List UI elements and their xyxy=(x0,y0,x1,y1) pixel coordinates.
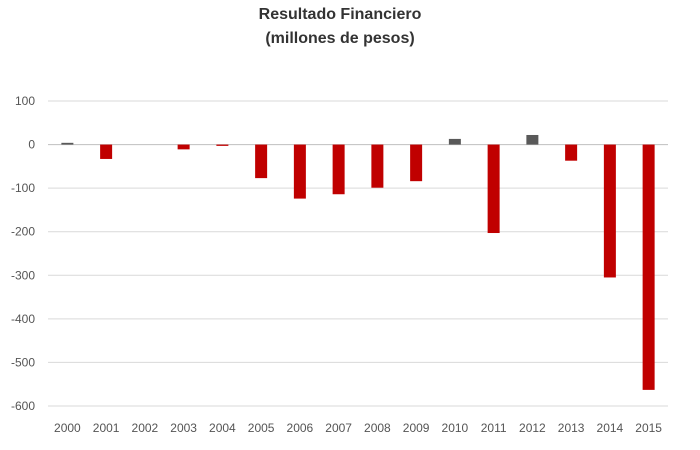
x-tick-label: 2006 xyxy=(287,421,314,435)
x-tick-label: 2004 xyxy=(209,421,236,435)
gridlines xyxy=(48,100,668,407)
bar-2010 xyxy=(448,138,461,145)
y-tick-label: 0 xyxy=(28,138,35,152)
x-tick-label: 2002 xyxy=(132,421,159,435)
bar-2006 xyxy=(293,144,306,199)
bar-2000 xyxy=(61,142,74,145)
bar-2009 xyxy=(410,144,423,182)
y-tick-label: 100 xyxy=(15,94,35,108)
x-tick-label: 2003 xyxy=(170,421,197,435)
bar-2011 xyxy=(487,144,500,234)
bar-2001 xyxy=(100,144,113,159)
chart-title: Resultado Financiero xyxy=(258,6,422,23)
bar-2003 xyxy=(177,144,190,150)
y-tick-label: -400 xyxy=(11,312,35,326)
bar-2007 xyxy=(332,144,345,195)
bar-2014 xyxy=(603,144,616,278)
bar-2015 xyxy=(642,144,655,390)
x-tick-label: 2011 xyxy=(481,421,507,435)
y-axis-ticks: 100 0 -100 -200 -300 -400 -500 -600 xyxy=(11,94,35,413)
y-tick-label: -600 xyxy=(11,399,35,413)
bar-2005 xyxy=(255,144,268,179)
y-tick-label: -500 xyxy=(11,355,35,369)
x-tick-label: 2007 xyxy=(325,421,352,435)
y-tick-label: -200 xyxy=(11,225,35,239)
y-tick-label: -100 xyxy=(11,181,35,195)
y-tick-label: -300 xyxy=(11,268,35,282)
x-tick-label: 2015 xyxy=(635,421,662,435)
x-axis-ticks: 2000 2001 2002 2003 2004 2005 2006 2007 2008 2009… xyxy=(54,421,662,435)
bar-2013 xyxy=(565,144,578,161)
x-tick-label: 2008 xyxy=(364,421,391,435)
bar-2012 xyxy=(526,134,539,145)
x-tick-label: 2014 xyxy=(597,421,624,435)
x-tick-label: 2000 xyxy=(54,421,81,435)
chart-subtitle: (millones de pesos) xyxy=(265,30,415,47)
x-tick-label: 2013 xyxy=(558,421,585,435)
bars xyxy=(61,134,655,390)
x-tick-label: 2010 xyxy=(442,421,469,435)
x-tick-label: 2009 xyxy=(403,421,430,435)
x-tick-label: 2005 xyxy=(248,421,275,435)
bar-2008 xyxy=(371,144,384,188)
x-tick-label: 2012 xyxy=(519,421,546,435)
bar-2004 xyxy=(216,144,229,146)
x-tick-label: 2001 xyxy=(93,421,120,435)
